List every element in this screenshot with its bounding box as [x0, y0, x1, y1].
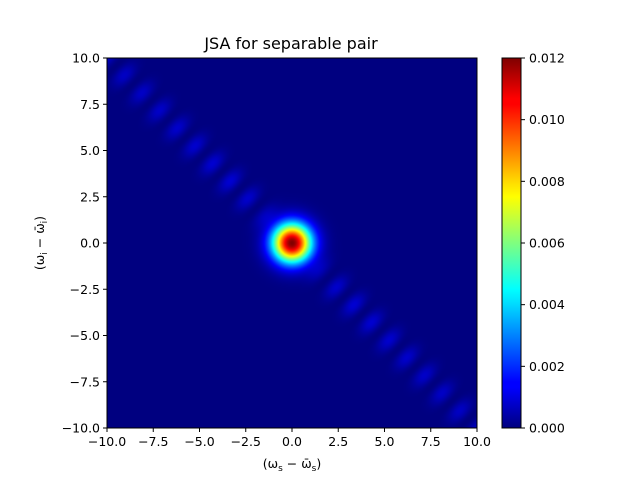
colorbar-tick-label: 0.004: [529, 297, 565, 312]
y-tick-label: 5.0: [80, 143, 100, 158]
y-tick-label: −10.0: [62, 421, 100, 436]
colorbar-tick-label: 0.002: [529, 359, 565, 374]
colorbar: 0.000 0.002 0.004 0.006 0.008 0.010 0.012: [501, 51, 565, 436]
x-tick-label: −7.5: [138, 434, 168, 449]
heatmap-plot-area: [106, 57, 478, 429]
x-tick-label: −10.0: [88, 434, 126, 449]
y-tick-label: −7.5: [70, 374, 100, 389]
heatmap-image: [107, 58, 477, 428]
colorbar-tick-label: 0.000: [529, 421, 565, 436]
colorbar-ticks: 0.000 0.002 0.004 0.006 0.008 0.010 0.012: [521, 51, 565, 436]
colorbar-tick-label: 0.006: [529, 236, 565, 251]
y-tick-label: −5.0: [70, 328, 100, 343]
x-axis-ticks: −10.0 −7.5 −5.0 −2.5 0.0 2.5 5.0 7.5 10.0: [88, 428, 491, 449]
colorbar-tick-label: 0.008: [529, 174, 565, 189]
y-tick-label: 2.5: [80, 189, 100, 204]
y-tick-label: −2.5: [70, 282, 100, 297]
y-tick-label: 7.5: [80, 97, 100, 112]
y-tick-label: 10.0: [72, 51, 100, 66]
x-tick-label: 5.0: [375, 434, 395, 449]
x-tick-label: 7.5: [421, 434, 441, 449]
y-tick-label: 0.0: [80, 236, 100, 251]
y-axis-label: (ωi − ω̄i): [32, 216, 50, 270]
x-axis-label: (ωs − ω̄s): [263, 456, 322, 474]
x-tick-label: −2.5: [231, 434, 261, 449]
x-tick-label: 2.5: [328, 434, 348, 449]
y-axis-ticks: 10.0 7.5 5.0 2.5 0.0 −2.5 −5.0 −7.5 −10.0: [62, 51, 107, 436]
colorbar-gradient: [501, 57, 522, 429]
x-tick-label: 0.0: [282, 434, 302, 449]
x-tick-label: 10.0: [463, 434, 491, 449]
chart-title: JSA for separable pair: [203, 34, 378, 53]
colorbar-tick-label: 0.010: [529, 112, 565, 127]
x-tick-label: −5.0: [184, 434, 214, 449]
colorbar-tick-label: 0.012: [529, 51, 565, 66]
